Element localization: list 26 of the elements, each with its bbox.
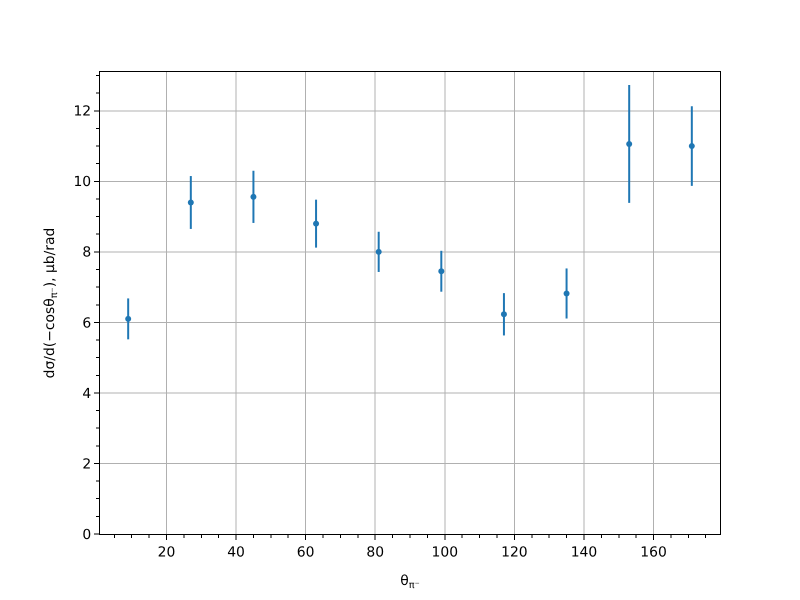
point [688, 143, 695, 150]
x-tick-label: 40 [227, 544, 245, 561]
point [125, 316, 132, 322]
y-tick-label: 8 [82, 244, 92, 261]
x-tick-label: 140 [570, 544, 598, 561]
y-tick-label: 0 [82, 526, 92, 543]
x-tick-label: 100 [432, 544, 458, 561]
point [313, 220, 320, 227]
x-tick-label: 20 [158, 544, 176, 561]
point [188, 199, 194, 206]
x-axis-title: θ$_{π⁻}$ [400, 572, 420, 591]
y-tick-label: 2 [82, 456, 92, 472]
y-tick-label: 12 [73, 104, 92, 120]
x-tick-label: 120 [501, 544, 528, 561]
point [250, 194, 256, 200]
point [500, 311, 507, 318]
y-tick-label: 6 [82, 315, 92, 332]
point [626, 140, 632, 147]
x-tick-label: 160 [640, 544, 667, 561]
x-tick-label: 80 [366, 544, 384, 561]
y-tick-label: 4 [82, 386, 92, 402]
x-tick-label: 60 [296, 544, 314, 561]
y-tick-label: 10 [73, 174, 92, 190]
point [376, 248, 382, 255]
point [438, 268, 444, 274]
point [564, 290, 570, 296]
